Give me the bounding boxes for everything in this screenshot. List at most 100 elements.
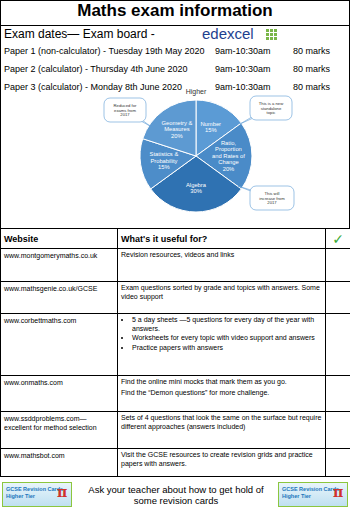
callout: This willincrease from2017 bbox=[238, 186, 294, 210]
paper-name: Paper 1 (non-calculator) - Tuesday 19th … bbox=[4, 46, 205, 56]
callout: This is a newstandalonetopic bbox=[240, 96, 292, 124]
check-cell bbox=[326, 412, 350, 449]
label-line: Geometry & bbox=[161, 120, 192, 126]
exam-board-logo: edexcel bbox=[200, 24, 300, 44]
website-cell: www.onmaths.com bbox=[1, 376, 118, 412]
bullet: Worksheets for every topic with video su… bbox=[132, 334, 322, 343]
website: www.corbettmaths.com bbox=[4, 317, 76, 324]
column bbox=[1, 229, 118, 477]
description-cell: Sets of 4 questions that look the same o… bbox=[118, 412, 326, 449]
revision-card: GCSE Revision CardsHigher Tier π bbox=[2, 482, 72, 507]
label-line: Change bbox=[218, 159, 238, 165]
card-title: GCSE Revision Cards bbox=[282, 486, 339, 492]
pie-chart: HigherNumber15%Ratio,Proportionand Rates… bbox=[100, 82, 310, 226]
label-line: Probability bbox=[150, 158, 177, 164]
bullet: 5 a day sheets —5 questions for every da… bbox=[132, 316, 322, 333]
chart-title: Higher bbox=[186, 88, 207, 96]
header-row: WebsiteWhat's it useful for?✓ bbox=[1, 229, 350, 249]
label-line: Algebra bbox=[186, 182, 207, 188]
resources-table: WebsiteWhat's it useful for?✓www.montgom… bbox=[0, 228, 350, 477]
website-cell: www.corbettmaths.com bbox=[1, 314, 118, 376]
pie-slice bbox=[151, 156, 242, 212]
logo-square bbox=[274, 29, 277, 32]
data-label: 15% bbox=[205, 127, 217, 133]
header-cell: ✓ bbox=[326, 229, 350, 249]
description-cell: Find the online mini mocks that mark the… bbox=[118, 376, 326, 412]
category-label: Geometry &Measures bbox=[161, 120, 192, 133]
header-cell: What's it useful for? bbox=[118, 229, 326, 249]
card-subtitle: Higher Tier bbox=[282, 493, 311, 499]
description: Revision resources, videos and links bbox=[121, 251, 322, 260]
website: www.mathsgenie.co.uk/GCSE bbox=[4, 285, 97, 292]
logo-square bbox=[266, 33, 269, 36]
paper-marks: 80 marks bbox=[293, 82, 330, 92]
description: Find the “Demon questions” for more chal… bbox=[121, 389, 322, 398]
data-label: 15% bbox=[158, 164, 170, 170]
data-label: 20% bbox=[171, 133, 183, 139]
website: www.onmaths.com bbox=[4, 379, 63, 386]
data-label: 20% bbox=[223, 166, 235, 172]
category-label: Statistics &Probability bbox=[150, 151, 179, 164]
check-cell bbox=[326, 449, 350, 477]
annotation: Reduced forexams from2017 bbox=[114, 103, 137, 118]
label-line: Ratio, bbox=[221, 140, 237, 146]
table-row: www.montgomerymaths.co.uk Revision resour… bbox=[1, 249, 350, 282]
description: Visit the GCSE resources to create revis… bbox=[121, 451, 322, 468]
annotation: This willincrease from2017 bbox=[259, 191, 285, 206]
callout-box bbox=[250, 96, 292, 120]
card-symbol: π bbox=[57, 484, 67, 500]
paper-name: Paper 2 (calculator) - Thursday 4th June… bbox=[4, 64, 187, 74]
footer-text: Ask your teacher about how to get hold o… bbox=[76, 484, 276, 506]
column bbox=[326, 229, 350, 477]
paper-time: 9am-10:30am bbox=[215, 82, 271, 92]
description: Sets of 4 questions that look the same o… bbox=[121, 414, 322, 431]
paper-time: 9am-10:30am bbox=[215, 64, 271, 74]
logo-square bbox=[266, 37, 269, 40]
category-label: Ratio,Proportionand Rates ofChange bbox=[212, 140, 245, 166]
annotation: This is a newstandalonetopic bbox=[259, 101, 284, 116]
annotation-line: 2017 bbox=[120, 112, 130, 117]
bullet: Practice papers with answers bbox=[132, 344, 322, 353]
website: www.montgomerymaths.co.uk bbox=[4, 252, 97, 259]
card-symbol: π bbox=[333, 484, 343, 500]
logo-square bbox=[274, 37, 277, 40]
website-cell: www.montgomerymaths.co.uk bbox=[1, 249, 118, 282]
description-cell: Exam questions sorted by grade and topic… bbox=[118, 282, 326, 314]
description: Find the online mini mocks that mark the… bbox=[121, 378, 322, 387]
exam-line: Exam dates— Exam board - bbox=[4, 27, 155, 41]
website: www.mathsbot.com bbox=[4, 452, 65, 459]
description: Exam questions sorted by grade and topic… bbox=[121, 284, 322, 301]
description-cell: Visit the GCSE resources to create revis… bbox=[118, 449, 326, 477]
table-row: www.mathsbot.com Visit the GCSE resources… bbox=[1, 449, 350, 477]
paper-name: Paper 3 (calculator) - Monday 8th June 2… bbox=[4, 82, 182, 92]
paper-time: 9am-10:30am bbox=[215, 46, 271, 56]
website: www.ssddproblems.com— excellent for meth… bbox=[4, 415, 97, 431]
category-label: Algebra bbox=[186, 182, 207, 188]
exam-board: edexcel bbox=[202, 25, 254, 42]
check-cell bbox=[326, 314, 350, 376]
table-row: www.ssddproblems.com— excellent for meth… bbox=[1, 412, 350, 449]
card-subtitle: Higher Tier bbox=[6, 493, 35, 499]
check-cell bbox=[326, 282, 350, 314]
label-line: and Rates of bbox=[212, 153, 245, 159]
pie-slice bbox=[143, 100, 196, 156]
description-cell: 5 a day sheets —5 questions for every da… bbox=[118, 314, 326, 376]
callout-box bbox=[250, 186, 294, 210]
table-row: www.mathsgenie.co.uk/GCSE Exam questions … bbox=[1, 282, 350, 314]
header-cell: Website bbox=[1, 229, 118, 249]
paper-marks: 80 marks bbox=[293, 64, 330, 74]
table-row: www.onmaths.com Find the online mini mock… bbox=[1, 376, 350, 412]
label-line: Number bbox=[200, 121, 221, 127]
title: Maths exam information bbox=[0, 0, 350, 26]
check-cell bbox=[326, 249, 350, 282]
website-cell: www.ssddproblems.com— excellent for meth… bbox=[1, 412, 118, 449]
card-title: GCSE Revision Cards bbox=[6, 486, 63, 492]
bullet-list: 5 a day sheets —5 questions for every da… bbox=[121, 316, 322, 352]
slice-labels: Number15%Ratio,Proportionand Rates ofCha… bbox=[150, 120, 246, 195]
table-row: www.corbettmaths.com 5 a day sheets —5 qu… bbox=[1, 314, 350, 376]
column bbox=[118, 229, 326, 477]
category-label: Number bbox=[200, 121, 221, 127]
label-line: Measures bbox=[164, 126, 190, 132]
logo-square bbox=[270, 37, 273, 40]
annotation-line: topic bbox=[267, 110, 276, 115]
